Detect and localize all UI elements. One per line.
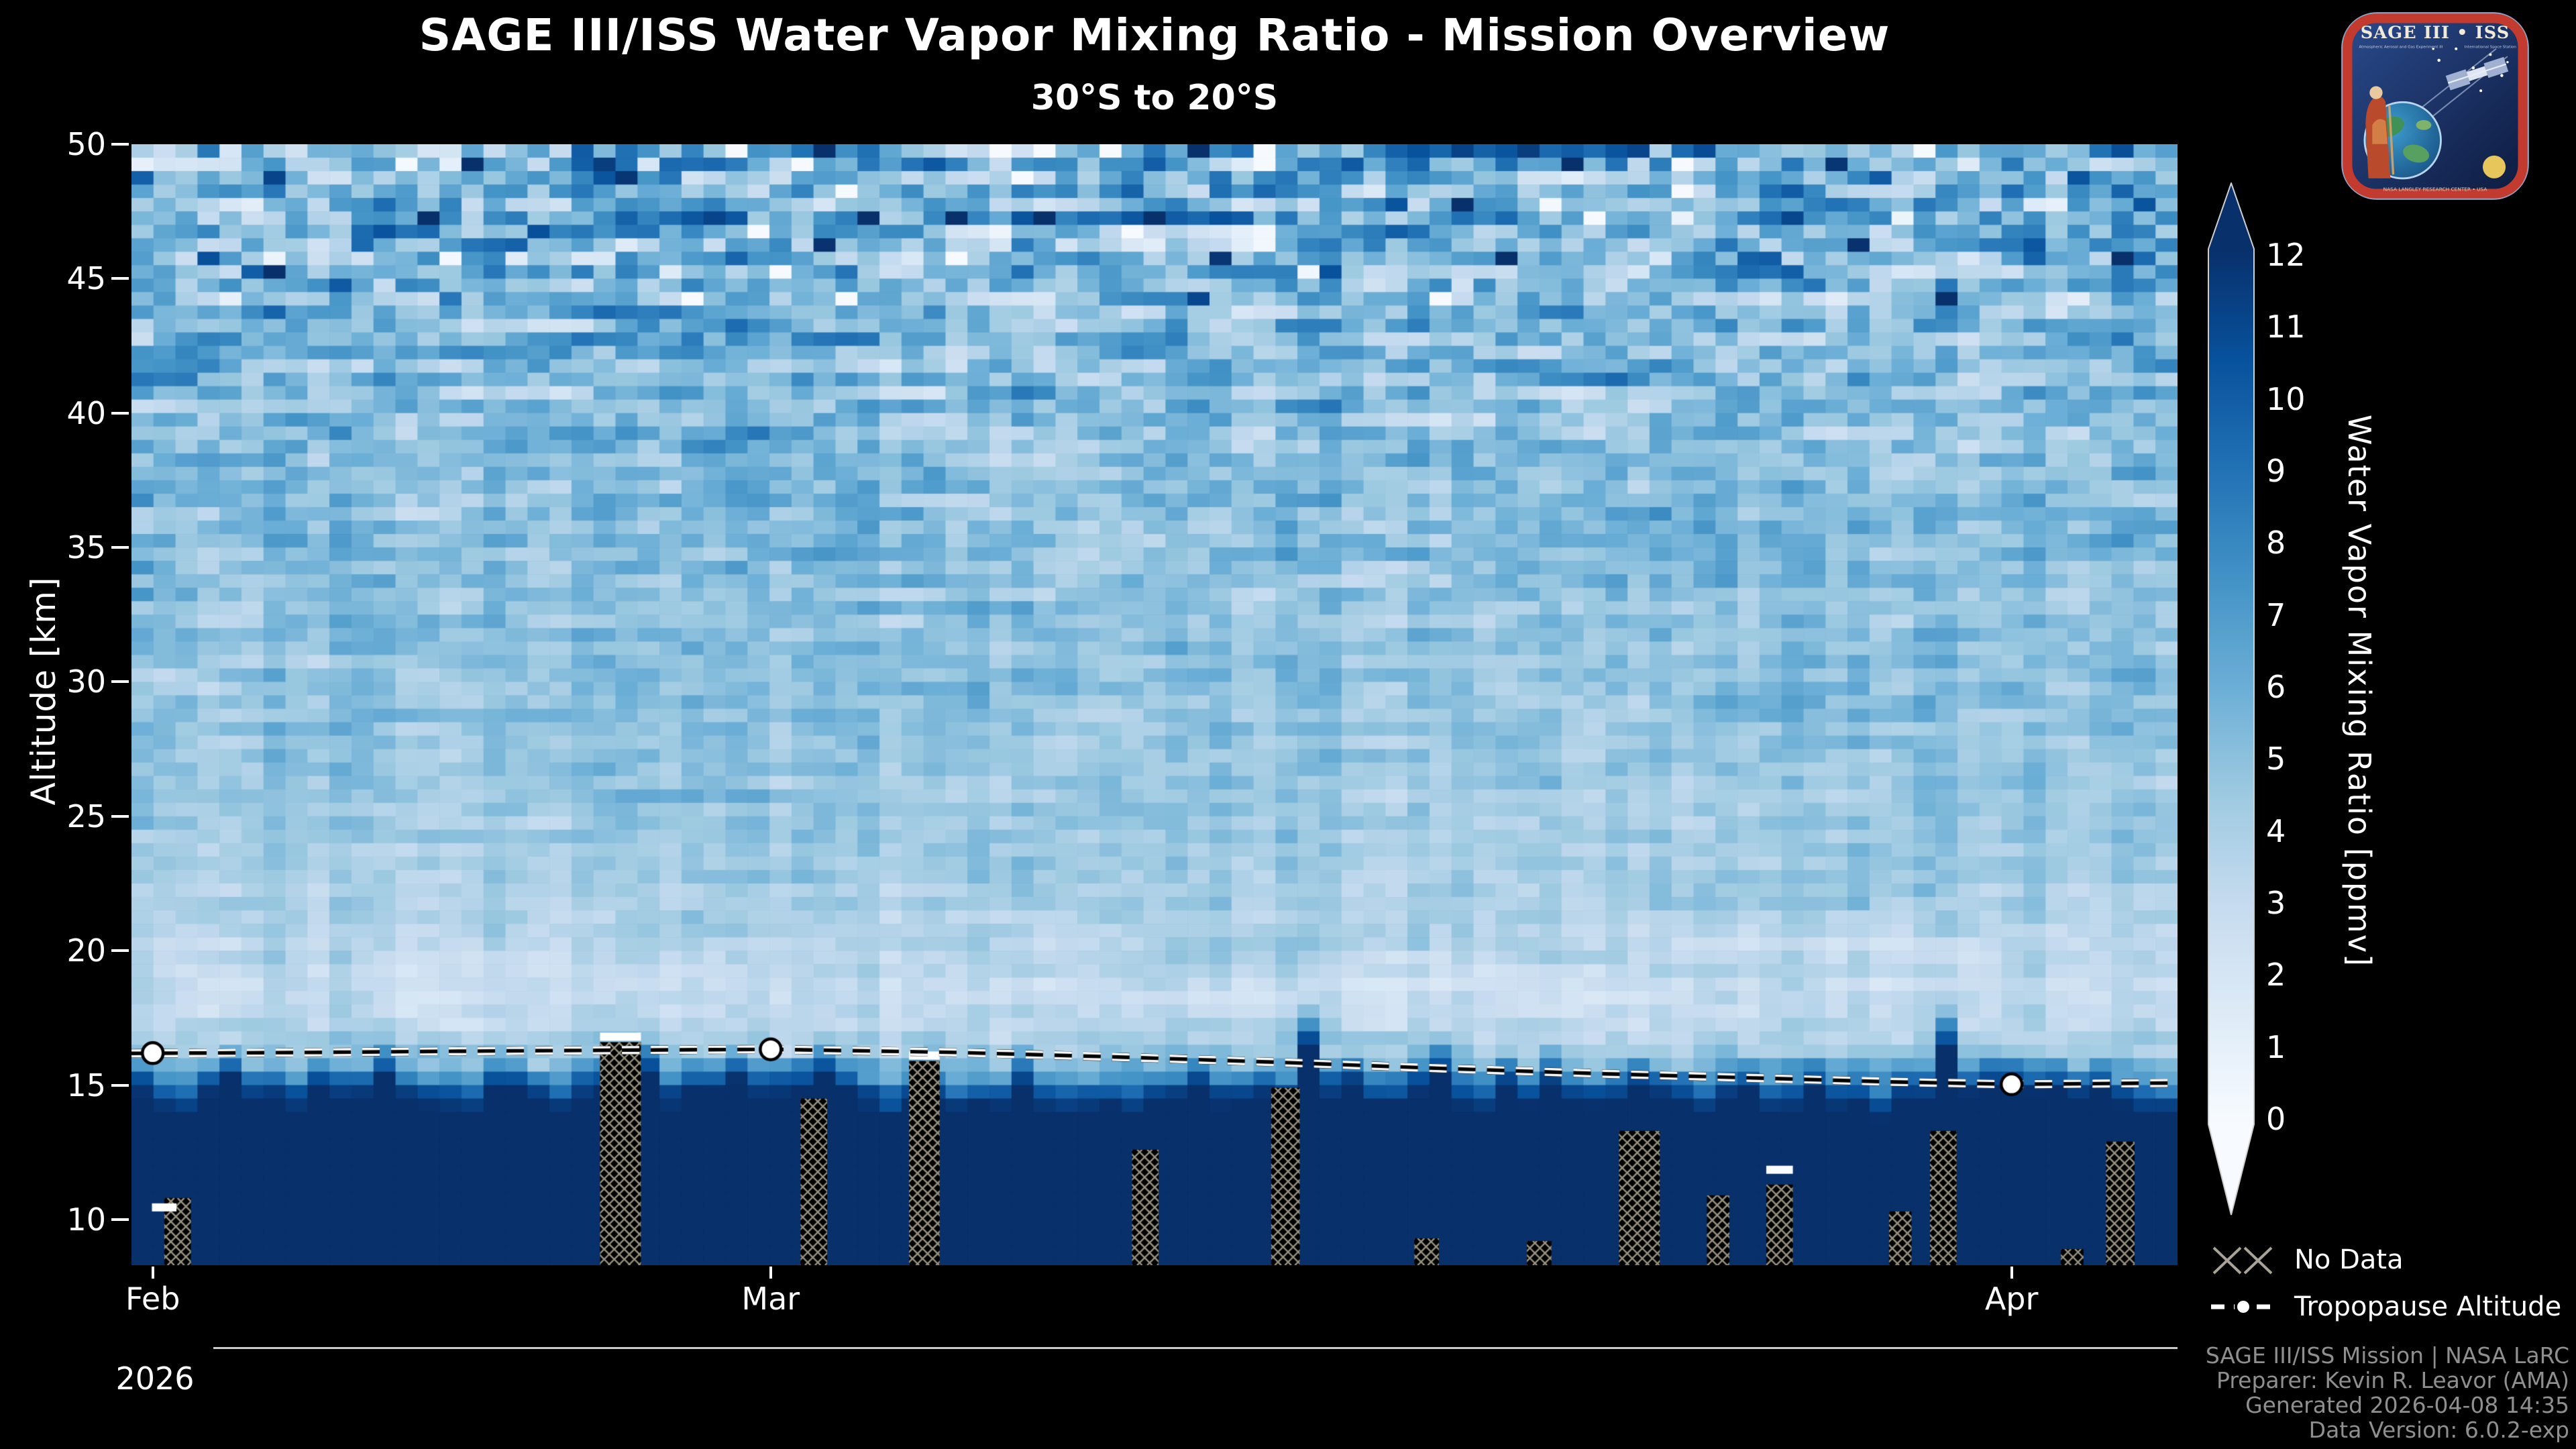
y-tick-mark bbox=[111, 1218, 129, 1221]
colorbar-tick-label: 7 bbox=[2266, 596, 2286, 633]
y-tick-mark bbox=[111, 949, 129, 953]
y-tick-mark bbox=[111, 814, 129, 818]
colorbar-tick-label: 11 bbox=[2266, 309, 2306, 345]
y-tick-label: 10 bbox=[66, 1201, 106, 1238]
colorbar-tick-label: 9 bbox=[2266, 453, 2286, 490]
year-label: 2026 bbox=[115, 1360, 195, 1397]
subtitle-latitude-band: 30°S to 20°S bbox=[1030, 78, 1279, 118]
y-tick-mark bbox=[111, 546, 129, 549]
sage-iii-iss-logo: SAGE III • ISS Atmospheric Aerosol and G… bbox=[2341, 12, 2529, 200]
logo-title: SAGE III • ISS bbox=[2361, 23, 2510, 43]
x-tick-label: Mar bbox=[741, 1281, 800, 1317]
y-tick-label: 35 bbox=[66, 529, 106, 566]
heatmap-canvas bbox=[131, 144, 2178, 1265]
y-tick-label: 20 bbox=[66, 932, 106, 969]
logo-subtitle-right: International Space Station bbox=[2465, 45, 2517, 49]
y-tick-label: 50 bbox=[66, 126, 106, 162]
y-tick-mark bbox=[111, 143, 129, 146]
colorbar-tick-label: 3 bbox=[2266, 885, 2286, 921]
y-tick-mark bbox=[111, 1083, 129, 1087]
colorbar-tick-label: 4 bbox=[2266, 812, 2286, 849]
iss-icon bbox=[2445, 56, 2509, 91]
legend-no-data-label: No Data bbox=[2294, 1244, 2404, 1275]
y-tick-mark bbox=[111, 411, 129, 415]
timeline-rule bbox=[213, 1347, 2178, 1349]
colorbar-tick-label: 5 bbox=[2266, 741, 2286, 777]
colorbar-label: Water Vapor Mixing Ratio [ppmv] bbox=[2341, 414, 2377, 968]
colorbar-gradient-bar bbox=[2208, 182, 2255, 1216]
credit-preparer: Preparer: Kevin R. Leavor (AMA) bbox=[2216, 1367, 2569, 1393]
no-data-hatch-swatch-icon bbox=[2212, 1246, 2273, 1275]
colorbar-tick-label: 12 bbox=[2266, 237, 2306, 274]
legend-tropopause-label: Tropopause Altitude bbox=[2294, 1291, 2562, 1322]
y-tick-mark bbox=[111, 277, 129, 280]
x-tick-mark bbox=[151, 1267, 154, 1279]
logo-subtitle-left: Atmospheric Aerosol and Gas Experiment I… bbox=[2359, 45, 2443, 49]
legend-row-no-data: No Data bbox=[2210, 1242, 2404, 1277]
colorbar-tick-label: 6 bbox=[2266, 669, 2286, 706]
x-tick-mark bbox=[769, 1267, 772, 1279]
colorbar-tick-label: 8 bbox=[2266, 525, 2286, 561]
colorbar-tick-label: 0 bbox=[2266, 1101, 2286, 1137]
credits-block: SAGE III/ISS Mission | NASA LaRC Prepare… bbox=[2206, 1343, 2569, 1442]
credit-generated: Generated 2026-04-08 14:35 bbox=[2245, 1392, 2569, 1418]
credit-mission: SAGE III/ISS Mission | NASA LaRC bbox=[2205, 1342, 2569, 1368]
page-title: SAGE III/ISS Water Vapor Mixing Ratio - … bbox=[419, 9, 1890, 61]
sage-figure-icon bbox=[2365, 86, 2395, 178]
x-tick-label: Feb bbox=[125, 1281, 180, 1317]
y-tick-label: 25 bbox=[66, 798, 106, 835]
moon-icon bbox=[2483, 155, 2506, 178]
logo-bottom-text: NASA LANGLEY RESEARCH CENTER • USA bbox=[2383, 186, 2487, 192]
x-tick-label: Apr bbox=[1984, 1281, 2039, 1317]
credit-data-version: Data Version: 6.0.2-exp bbox=[2308, 1417, 2569, 1443]
colorbar bbox=[2208, 182, 2255, 1216]
y-tick-mark bbox=[111, 680, 129, 684]
tropopause-line-swatch-icon bbox=[2211, 1298, 2275, 1316]
colorbar-tick-label: 1 bbox=[2266, 1028, 2286, 1065]
colorbar-tick-label: 2 bbox=[2266, 957, 2286, 994]
colorbar-tick-label: 10 bbox=[2266, 380, 2306, 417]
y-tick-label: 30 bbox=[66, 663, 106, 700]
y-tick-label: 45 bbox=[66, 260, 106, 297]
x-tick-mark bbox=[2010, 1267, 2013, 1279]
legend-row-tropopause: Tropopause Altitude bbox=[2210, 1289, 2561, 1324]
y-tick-label: 15 bbox=[66, 1067, 106, 1104]
y-tick-label: 40 bbox=[66, 394, 106, 431]
